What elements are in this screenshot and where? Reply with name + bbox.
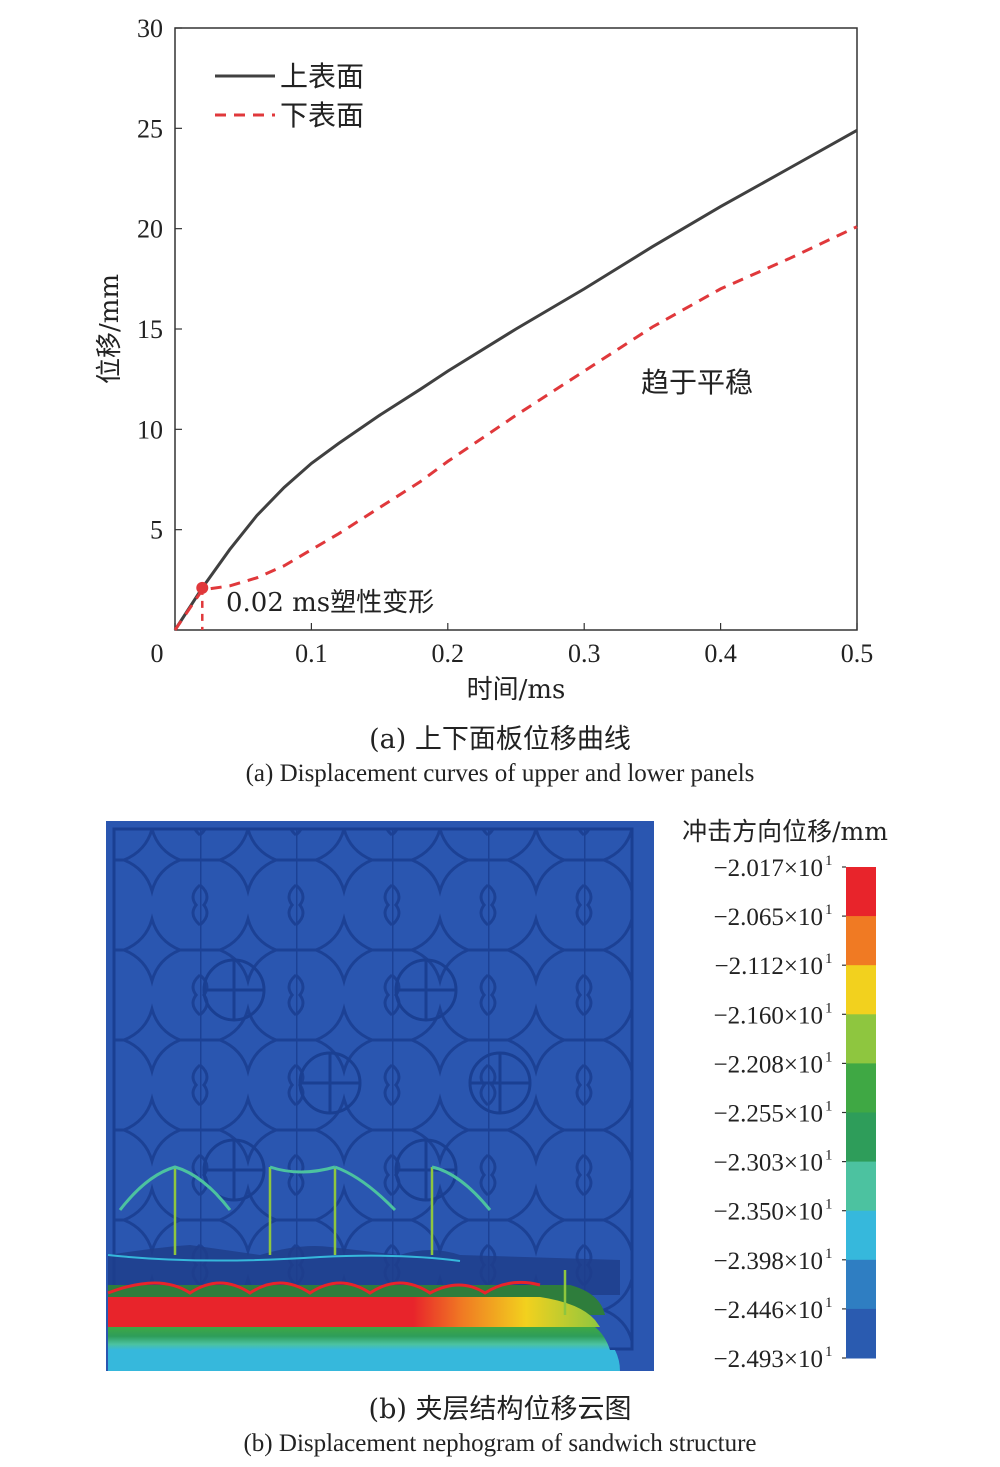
- caption-a-en: (a) Displacement curves of upper and low…: [245, 760, 755, 787]
- colorbar: −2.017×10 1−2.065×10 1−2.112×10 1−2.160×10 1…: [714, 855, 876, 1373]
- colorbar-segment: [846, 1161, 876, 1212]
- colorbar-segment: [846, 965, 876, 1015]
- y-tick-label: 20: [137, 215, 163, 244]
- y-tick-label: 5: [150, 516, 163, 545]
- colorbar-tick-exponent: 1: [825, 1000, 833, 1016]
- colorbar-tick-exponent: 1: [825, 1049, 833, 1065]
- x-tick-label: 0.5: [841, 639, 874, 668]
- colorbar-segment: [846, 1014, 876, 1064]
- colorbar-tick-exponent: 1: [825, 1344, 833, 1360]
- colorbar-tick-label: −2.350×10: [714, 1199, 823, 1226]
- colorbar-segment: [846, 1063, 876, 1113]
- circle-cells: [202, 958, 532, 1202]
- colorbar-tick-exponent: 1: [825, 1295, 833, 1311]
- colorbar-tick-exponent: 1: [825, 1099, 833, 1115]
- x-tick-label: 0.2: [432, 639, 465, 668]
- caption-a-cn: (a) 上下面板位移曲线: [369, 724, 631, 755]
- colorbar-segment: [846, 916, 876, 966]
- colorbar-title: 冲击方向位移/mm: [682, 817, 888, 846]
- y-tick-label: 30: [137, 14, 163, 43]
- colorbar-tick-label: −2.017×10: [714, 855, 823, 882]
- deformed-region: [107, 1165, 620, 1371]
- x-tick-label: 0.4: [704, 639, 737, 668]
- series-line-1: [173, 128, 858, 631]
- caption-b-en: (b) Displacement nephogram of sandwich s…: [243, 1430, 757, 1457]
- legend-label-2: 下表面: [280, 99, 364, 132]
- colorbar-tick-exponent: 1: [825, 951, 833, 967]
- colorbar-tick-exponent: 1: [825, 1197, 833, 1213]
- x-tick-label: 0.3: [568, 639, 601, 668]
- colorbar-tick-label: −2.446×10: [714, 1297, 823, 1324]
- plastic-annotation: 0.02 ms塑性变形: [226, 588, 434, 618]
- colorbar-segment: [846, 1210, 876, 1261]
- colorbar-segment: [846, 867, 876, 917]
- x-tick-label: 0.1: [295, 639, 328, 668]
- colorbar-tick-label: −2.303×10: [714, 1150, 823, 1177]
- colorbar-tick-label: −2.160×10: [714, 1002, 823, 1029]
- colorbar-tick-exponent: 1: [825, 855, 833, 869]
- colorbar-tick-label: −2.255×10: [714, 1101, 823, 1128]
- colorbar-segment: [846, 1259, 876, 1310]
- colorbar-segment: [846, 1308, 876, 1359]
- colorbar-tick-label: −2.208×10: [714, 1051, 823, 1078]
- colorbar-tick-exponent: 1: [825, 1148, 833, 1164]
- colorbar-tick-exponent: 1: [825, 1246, 833, 1262]
- colorbar-tick-exponent: 1: [825, 902, 833, 918]
- colorbar-tick-label: −2.065×10: [714, 904, 823, 931]
- colorbar-tick-label: −2.493×10: [714, 1346, 823, 1373]
- legend-label-1: 上表面: [280, 60, 364, 93]
- colorbar-segment: [846, 1112, 876, 1163]
- y-axis-label: 位移/mm: [95, 274, 125, 384]
- y-tick-label: 15: [137, 315, 163, 344]
- colorbar-tick-label: −2.398×10: [714, 1248, 823, 1275]
- x-tick-label: 0: [151, 639, 164, 668]
- nephogram: [106, 821, 654, 1371]
- colorbar-tick-label: −2.112×10: [714, 953, 823, 980]
- x-axis-label: 时间/ms: [467, 675, 566, 705]
- y-tick-label: 25: [137, 114, 163, 143]
- series-line-2: [173, 225, 858, 631]
- y-tick-label: 10: [137, 415, 163, 444]
- line-chart: 0 0.1 0.2 0.3 0.4 0.5 5 10 15 20 25 30 时间/ms 位移/mm 上表面…: [95, 14, 874, 705]
- plastic-point-marker: [196, 581, 209, 594]
- stable-annotation: 趋于平稳: [641, 366, 753, 399]
- caption-b-cn: (b) 夹层结构位移云图: [368, 1394, 632, 1425]
